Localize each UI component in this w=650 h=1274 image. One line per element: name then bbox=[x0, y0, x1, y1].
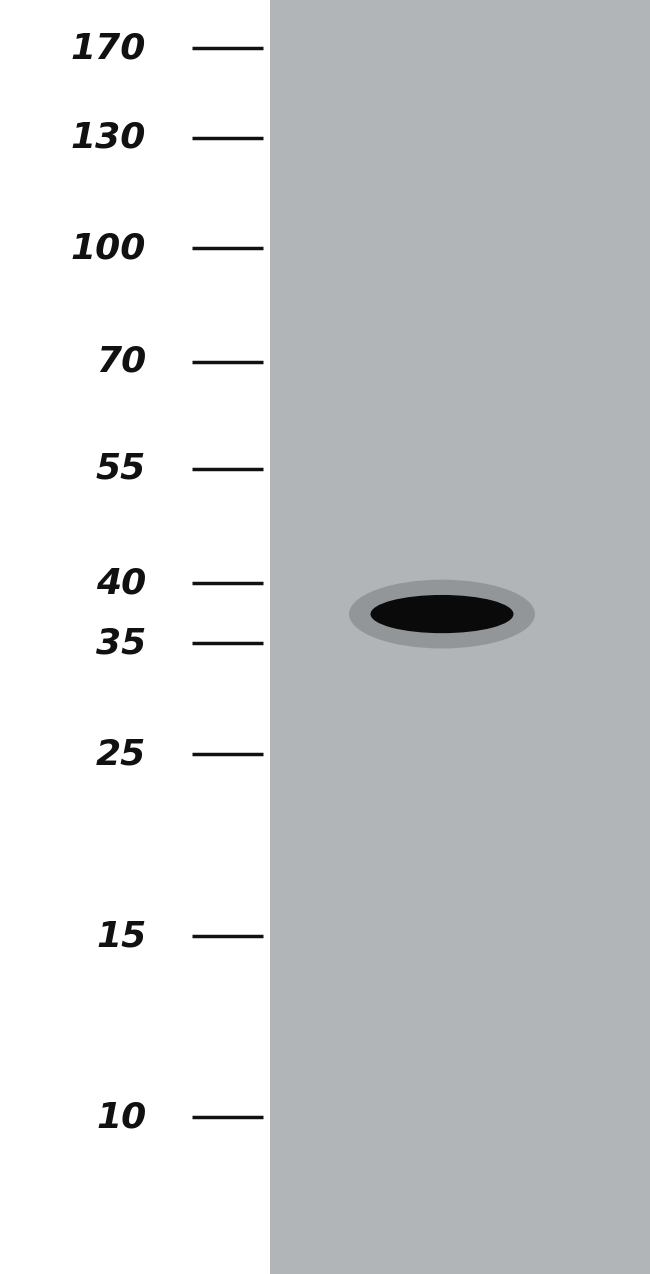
Text: 55: 55 bbox=[96, 452, 146, 485]
Ellipse shape bbox=[349, 580, 535, 648]
Text: 130: 130 bbox=[71, 121, 146, 154]
Ellipse shape bbox=[395, 601, 489, 627]
Text: 100: 100 bbox=[71, 232, 146, 265]
Bar bbox=[270, 0, 650, 1274]
Text: 40: 40 bbox=[96, 567, 146, 600]
Text: 70: 70 bbox=[96, 345, 146, 378]
Text: 35: 35 bbox=[96, 627, 146, 660]
Text: 15: 15 bbox=[96, 920, 146, 953]
Ellipse shape bbox=[382, 598, 503, 631]
Text: 10: 10 bbox=[96, 1101, 146, 1134]
Text: 25: 25 bbox=[96, 738, 146, 771]
Ellipse shape bbox=[370, 595, 514, 633]
Bar bbox=[0, 0, 270, 1274]
Text: 170: 170 bbox=[71, 32, 146, 65]
